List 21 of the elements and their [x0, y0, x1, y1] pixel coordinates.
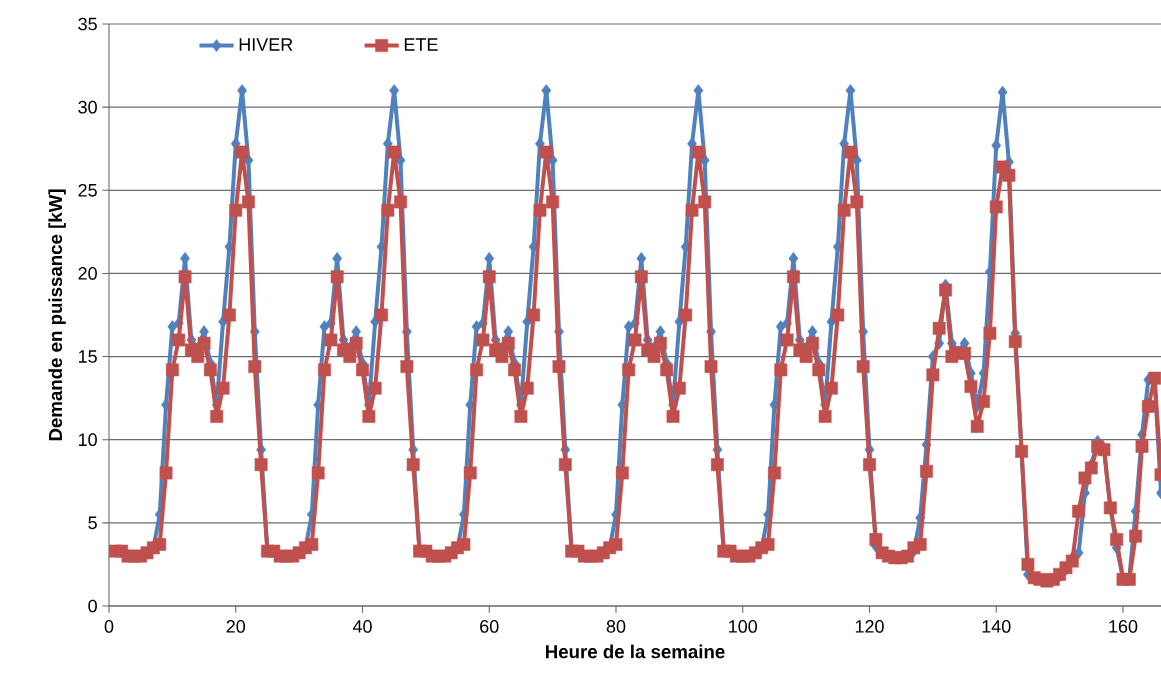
y-tick-label: 35 [78, 17, 97, 31]
x-tick-label: 120 [855, 620, 884, 633]
y-tick-label: 20 [78, 267, 97, 280]
x-tick-label: 0 [104, 620, 114, 633]
x-axis-title: Heure de la semaine [545, 644, 725, 659]
x-tick-label: 60 [480, 620, 499, 633]
x-tick-label: 160 [1109, 620, 1138, 633]
y-tick-label: 10 [78, 433, 97, 447]
y-tick-label: 30 [78, 100, 97, 114]
x-tick-label: 40 [352, 620, 372, 633]
x-tick-label: 80 [606, 620, 626, 633]
y-tick-label: 5 [88, 516, 97, 530]
x-tick-label: 100 [729, 620, 758, 633]
x-tick-label: 20 [226, 620, 246, 633]
y-tick-label: 15 [78, 350, 97, 363]
y-tick-label: 0 [88, 599, 97, 613]
legend-label: HIVER [239, 38, 293, 51]
y-tick-label: 25 [78, 183, 97, 197]
y-axis-title: Demande en puissance [kW] [48, 189, 66, 441]
x-tick-label: 140 [982, 620, 1011, 633]
legend-label: ETE [404, 38, 438, 51]
